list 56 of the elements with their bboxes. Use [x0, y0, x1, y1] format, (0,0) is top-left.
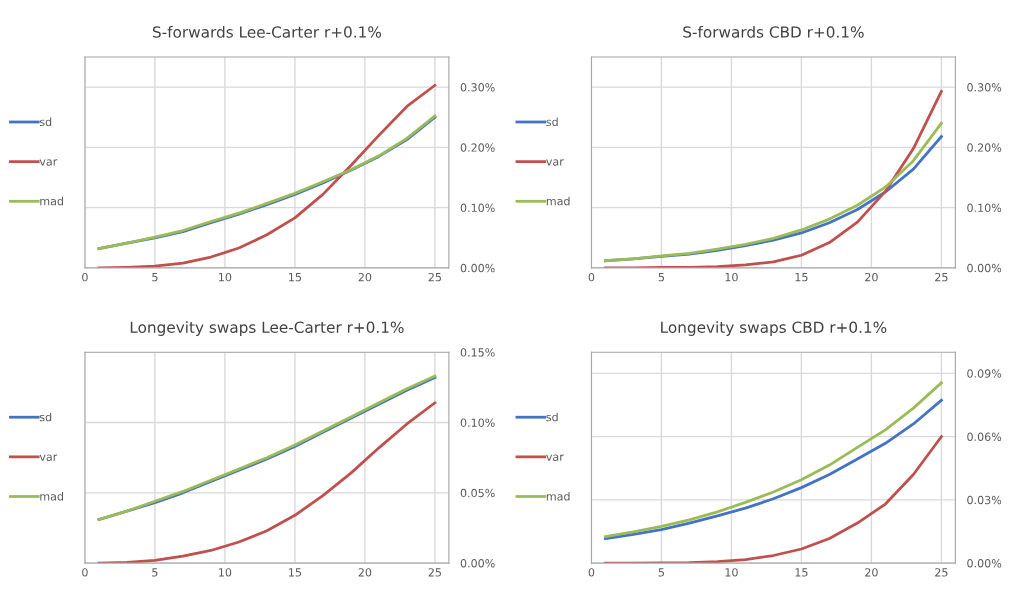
x-tick-label: 10 — [725, 272, 738, 282]
x-tick-label: 0 — [82, 272, 88, 282]
legend-label: mad — [40, 196, 63, 206]
y-tick-label: 0.10% — [460, 203, 495, 213]
x-tick-label: 20 — [865, 272, 878, 282]
x-tick-label: 25 — [935, 272, 948, 282]
y-tick-label: 0.09% — [967, 369, 1002, 378]
x-tick-label: 15 — [289, 568, 301, 577]
x-tick-label: 0 — [588, 568, 595, 577]
legend-label: mad — [546, 196, 570, 206]
legend-label: mad — [40, 491, 63, 501]
x-tick-label: 5 — [658, 273, 664, 282]
chart-title: Longevity swaps Lee-Carter r+0.1% — [130, 321, 404, 336]
x-tick-label: 10 — [219, 272, 232, 282]
legend-label: var — [39, 454, 58, 461]
legend-label: mad — [546, 491, 570, 501]
chart-title: Longevity swaps CBD r+0.1% — [661, 321, 887, 336]
x-tick-label: 15 — [289, 273, 301, 282]
y-tick-label: 0.30% — [967, 83, 1002, 92]
legend-label: var — [546, 454, 564, 461]
x-tick-label: 15 — [795, 273, 808, 282]
x-tick-label: 20 — [865, 568, 878, 577]
y-tick-label: 0.03% — [967, 495, 1002, 505]
x-tick-label: 0 — [588, 272, 595, 282]
legend-label: var — [39, 159, 58, 166]
x-tick-label: 25 — [428, 272, 441, 282]
x-tick-label: 25 — [935, 568, 948, 577]
y-tick-label: 0.15% — [460, 348, 495, 357]
x-tick-label: 25 — [428, 568, 441, 577]
x-tick-label: 0 — [82, 568, 88, 577]
y-tick-label: 0.00% — [460, 559, 495, 568]
y-tick-label: 0.20% — [967, 143, 1002, 152]
y-tick-label: 0.10% — [967, 203, 1002, 213]
x-tick-label: 5 — [152, 568, 158, 577]
x-tick-label: 5 — [658, 568, 664, 577]
x-tick-label: 10 — [725, 568, 738, 577]
y-tick-label: 0.00% — [967, 559, 1002, 568]
legend-label: var — [546, 159, 564, 166]
x-tick-label: 5 — [152, 273, 158, 282]
y-tick-label: 0.00% — [460, 263, 495, 273]
y-tick-label: 0.30% — [460, 83, 495, 92]
x-tick-label: 10 — [219, 568, 232, 577]
chart-title: S-forwards CBD r+0.1% — [683, 25, 864, 38]
y-tick-label: 0.20% — [460, 143, 495, 152]
legend-label: sd — [39, 117, 52, 127]
y-tick-label: 0.00% — [967, 263, 1002, 273]
chart-title: S-forwards Lee-Carter r+0.1% — [152, 25, 382, 38]
x-tick-label: 20 — [358, 568, 372, 577]
y-tick-label: 0.06% — [967, 432, 1002, 441]
x-tick-label: 20 — [358, 272, 372, 282]
x-tick-label: 15 — [795, 568, 808, 577]
legend-label: sd — [546, 117, 558, 127]
y-tick-label: 0.05% — [460, 488, 495, 498]
y-tick-label: 0.10% — [460, 418, 495, 427]
legend-label: sd — [39, 412, 52, 422]
legend-label: sd — [546, 412, 558, 422]
